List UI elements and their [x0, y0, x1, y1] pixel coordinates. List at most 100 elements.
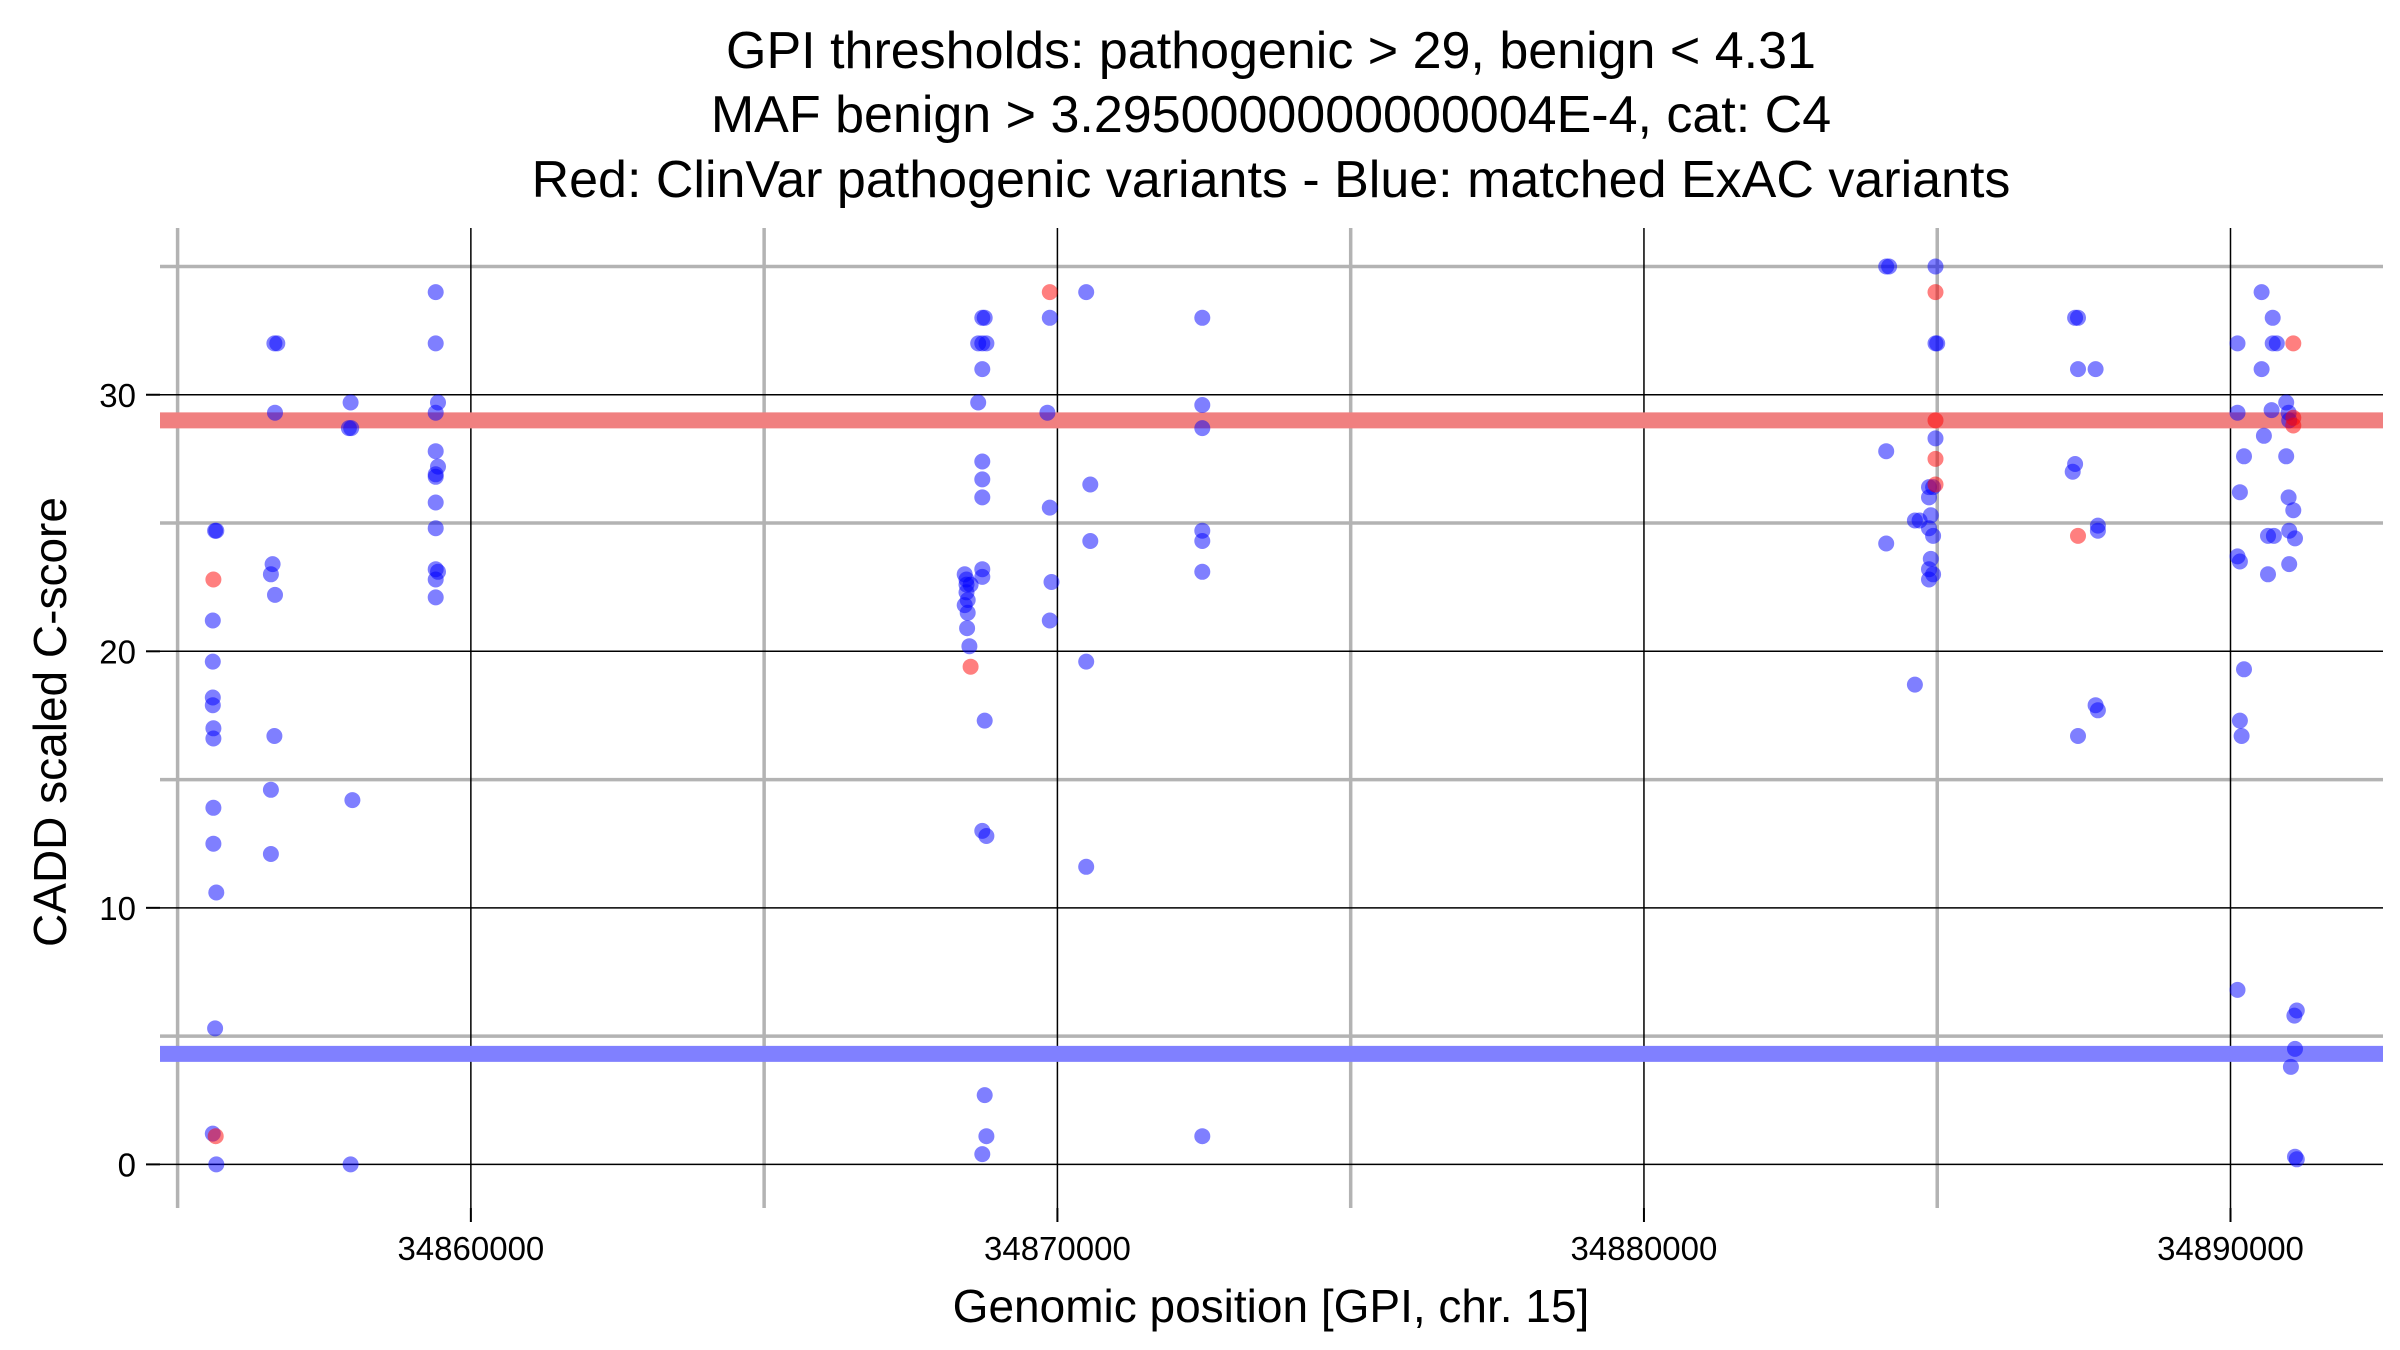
clinvar-point-9 [2285, 335, 2302, 352]
exac-point-93 [1906, 676, 1923, 693]
exac-point-7 [205, 835, 222, 852]
exac-point-78 [1078, 653, 1095, 670]
exac-point-75 [1078, 284, 1095, 301]
x-tick-label-1: 34870000 [984, 1230, 1131, 1267]
exac-point-96 [1929, 335, 1946, 352]
exac-point-56 [978, 335, 995, 352]
exac-point-68 [978, 1128, 995, 1145]
exac-point-79 [1078, 858, 1095, 875]
exac-point-117 [2089, 702, 2106, 719]
threshold-layer [160, 412, 2383, 1062]
exac-point-150 [2287, 1040, 2303, 1057]
exac-point-26 [344, 792, 361, 809]
y-tick-label-2: 20 [99, 633, 136, 670]
exac-point-97 [1927, 430, 1944, 447]
exac-point-81 [1194, 397, 1211, 413]
clinvar-point-4 [1927, 284, 1944, 301]
clinvar-point-11 [2285, 417, 2302, 434]
exac-point-113 [2064, 463, 2081, 480]
clinvar-point-3 [1041, 284, 1058, 301]
axis-layer: 0 10 20 30 34860000 34870000 34880000 34890000 [99, 377, 2304, 1267]
exac-point-3 [204, 697, 221, 714]
exac-point-129 [2253, 284, 2270, 301]
exac-point-35 [427, 468, 444, 485]
exac-point-6 [205, 799, 222, 816]
y-axis-label: CADD scaled C-score [24, 497, 76, 947]
exac-point-16 [267, 404, 283, 421]
exac-point-70 [1041, 309, 1058, 326]
exac-point-67 [976, 1087, 993, 1104]
exac-point-118 [2070, 728, 2086, 744]
exac-point-11 [207, 1020, 224, 1037]
exac-point-149 [2286, 1007, 2303, 1024]
exac-point-85 [1194, 563, 1211, 580]
exac-point-32 [427, 443, 444, 460]
exac-point-77 [1082, 533, 1099, 549]
exac-point-50 [959, 620, 976, 637]
exac-point-109 [2070, 309, 2086, 326]
exac-point-120 [2229, 404, 2246, 421]
exac-point-133 [2265, 527, 2282, 544]
exac-point-57 [974, 361, 991, 378]
exac-point-131 [2255, 427, 2272, 444]
exac-point-146 [2287, 530, 2303, 547]
exac-point-41 [427, 589, 444, 606]
exac-point-125 [2236, 661, 2252, 678]
exac-point-37 [427, 520, 444, 537]
exac-point-58 [970, 394, 987, 411]
exac-point-89 [1878, 443, 1895, 460]
exac-point-64 [976, 712, 993, 729]
exac-point-84 [1194, 533, 1211, 549]
points-layer [204, 258, 2305, 1173]
exac-point-80 [1194, 309, 1211, 326]
exac-point-23 [342, 394, 359, 411]
exac-point-53 [976, 309, 993, 326]
exac-point-40 [427, 571, 444, 588]
clinvar-point-1 [207, 1128, 224, 1145]
exac-point-94 [1927, 258, 1944, 275]
exac-point-5 [205, 730, 222, 747]
exac-point-103 [1925, 527, 1942, 544]
exac-point-74 [1041, 612, 1058, 629]
grid-layer [160, 228, 2383, 1208]
exac-point-127 [2233, 728, 2250, 744]
exac-point-22 [262, 846, 279, 862]
exac-point-126 [2231, 712, 2248, 729]
exac-point-134 [2260, 566, 2276, 583]
exac-point-36 [427, 494, 444, 511]
x-axis-label: Genomic position [GPI, chr. 15] [953, 1280, 1590, 1332]
exac-point-100 [1921, 489, 1937, 506]
exac-point-151 [2282, 1058, 2299, 1075]
title-line-1: GPI thresholds: pathogenic > 29, benign … [726, 22, 1816, 80]
exac-point-18 [262, 566, 279, 583]
exac-point-153 [2288, 1151, 2305, 1168]
exac-point-51 [961, 638, 978, 655]
clinvar-point-6 [1927, 450, 1944, 467]
exac-point-115 [2089, 522, 2106, 539]
clinvar-point-2 [962, 658, 979, 675]
y-tick-label-3: 30 [99, 377, 136, 414]
exac-point-90 [1878, 535, 1895, 552]
exac-point-76 [1082, 476, 1099, 493]
exac-point-73 [1043, 574, 1060, 590]
exac-point-66 [978, 828, 995, 844]
exac-point-69 [974, 1146, 991, 1163]
x-tick-label-0: 34860000 [397, 1230, 544, 1267]
exac-point-111 [2087, 361, 2104, 378]
exac-point-27 [342, 1156, 359, 1173]
exac-point-138 [2263, 402, 2280, 419]
exac-point-71 [1039, 404, 1056, 421]
x-tick-label-3: 34890000 [2157, 1230, 2304, 1267]
exac-point-142 [2278, 448, 2295, 465]
exac-point-135 [2264, 309, 2281, 326]
exac-point-61 [974, 489, 991, 506]
x-tick-label-2: 34880000 [1571, 1230, 1718, 1267]
exac-point-86 [1194, 1128, 1211, 1145]
exac-point-143 [2280, 489, 2297, 506]
exac-point-9 [208, 522, 225, 539]
exac-point-121 [2236, 448, 2252, 465]
exac-point-130 [2253, 361, 2270, 378]
exac-point-88 [1881, 258, 1898, 275]
exac-point-49 [959, 604, 976, 621]
exac-point-13 [208, 1156, 225, 1173]
